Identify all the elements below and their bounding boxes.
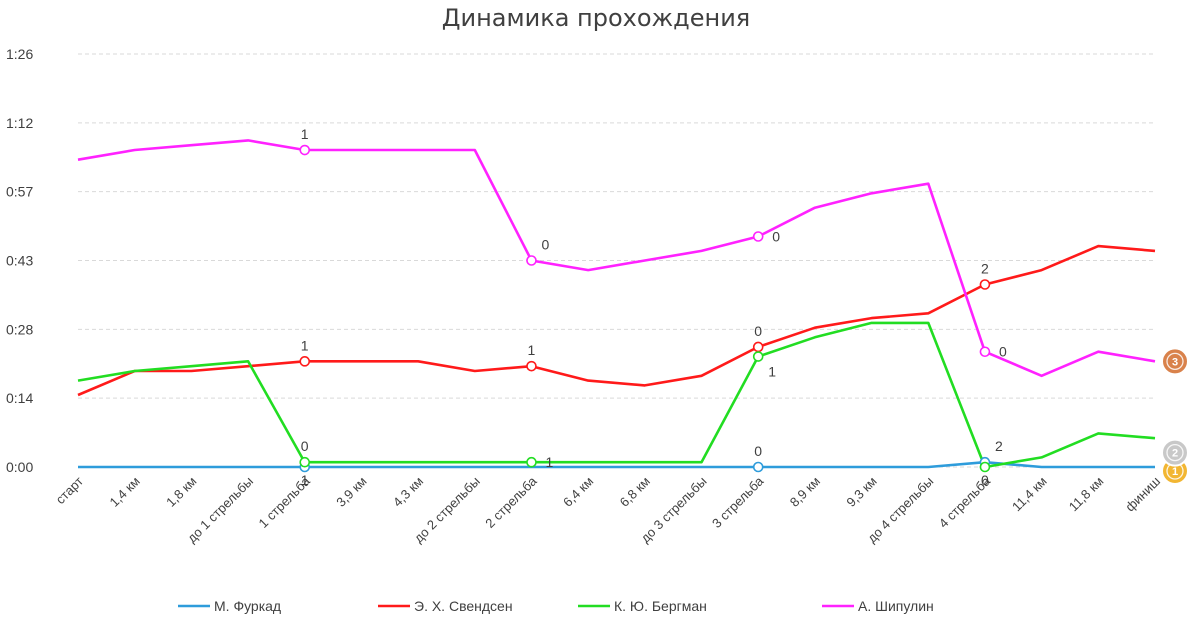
x-tick-label: 2 стрельба — [482, 473, 540, 531]
silver-medal-icon: 2 — [1161, 438, 1189, 467]
legend: М. Фуркад Э. Х. Свендсен К. Ю. Бергман А. Ш… — [178, 598, 934, 614]
x-tick-label: 6,8 км — [617, 473, 653, 509]
data-label: 0 — [754, 323, 762, 339]
data-point — [752, 461, 764, 473]
data-label: 1 — [527, 342, 535, 358]
y-tick-label: 0:14 — [6, 390, 33, 406]
data-point — [752, 231, 764, 242]
data-label: 1 — [768, 364, 776, 380]
x-tick-label: 1,8 км — [163, 473, 199, 509]
series-layer — [77, 139, 1156, 469]
grid-layer — [78, 53, 1155, 468]
series-line-2 — [77, 321, 1156, 469]
x-tick-label: 6,4 км — [560, 473, 596, 509]
data-label: 0 — [301, 438, 309, 454]
data-point — [526, 456, 537, 468]
y-tick-label: 0:00 — [6, 459, 33, 475]
legend-label: М. Фуркад — [214, 598, 281, 614]
data-point — [299, 356, 311, 367]
legend-item: М. Фуркад — [178, 598, 281, 614]
medal-place-label: 3 — [1172, 356, 1178, 368]
y-tick-label: 0:57 — [6, 184, 33, 200]
legend-item: Э. Х. Свендсен — [378, 598, 513, 614]
data-point — [526, 255, 537, 266]
y-tick-label: 0:28 — [6, 321, 33, 337]
data-label: 0 — [981, 472, 989, 488]
data-point — [979, 346, 991, 358]
medal-place-label: 2 — [1172, 448, 1178, 460]
x-tick-label: 4,3 км — [390, 473, 426, 509]
data-label: 1 — [545, 454, 553, 470]
x-tick-label: 11,4 км — [1009, 473, 1050, 514]
x-tick-label: 11,8 км — [1066, 473, 1107, 514]
data-label: 0 — [772, 228, 780, 244]
medal-layer: 1 2 3 — [1161, 347, 1189, 485]
y-tick-label: 1:26 — [6, 46, 33, 62]
data-label: 2 — [981, 261, 989, 277]
legend-label: Э. Х. Свендсен — [414, 598, 513, 614]
y-tick-label: 0:43 — [6, 253, 33, 269]
x-tick-label: 1,4 км — [107, 473, 143, 509]
data-point — [979, 279, 991, 290]
data-label: 1 — [301, 472, 309, 488]
data-point — [299, 456, 311, 468]
data-point — [299, 144, 311, 156]
x-tick-label: 3,9 км — [333, 473, 369, 509]
x-tick-label: финиш — [1122, 474, 1163, 515]
data-point — [752, 351, 764, 362]
data-label: 0 — [999, 344, 1007, 360]
data-label: 1 — [301, 126, 309, 142]
data-point — [526, 360, 537, 372]
y-axis: 0:00 0:14 0:28 0:43 0:57 1:12 1:26 — [6, 46, 33, 475]
x-tick-label: 3 стрельба — [709, 473, 767, 531]
legend-label: К. Ю. Бергман — [614, 598, 707, 614]
data-label: 0 — [754, 443, 762, 459]
data-point — [979, 461, 991, 473]
x-tick-label: 9,3 км — [843, 473, 879, 509]
bronze-medal-icon: 3 — [1161, 347, 1189, 376]
series-line-1 — [77, 244, 1156, 397]
legend-item: К. Ю. Бергман — [578, 598, 707, 614]
series-line-3 — [77, 139, 1156, 378]
series-line-0 — [78, 460, 1155, 469]
legend-label: А. Шипулин — [858, 598, 934, 614]
medal-place-label: 1 — [1172, 466, 1178, 478]
data-label: 2 — [995, 438, 1003, 454]
y-tick-label: 1:12 — [6, 115, 33, 131]
legend-item: А. Шипулин — [822, 598, 934, 614]
data-label-layer: 1 0 1 1 0 2 0 1 1 0 1 0 0 0 2 — [301, 126, 1007, 488]
data-label: 0 — [541, 237, 549, 253]
marker-layer — [299, 144, 991, 473]
x-tick-label: 8,9 км — [787, 473, 823, 509]
data-label: 1 — [301, 337, 309, 353]
data-point — [752, 341, 764, 353]
chart-title: Динамика прохождения — [442, 4, 750, 32]
x-tick-label: старт — [53, 473, 87, 507]
